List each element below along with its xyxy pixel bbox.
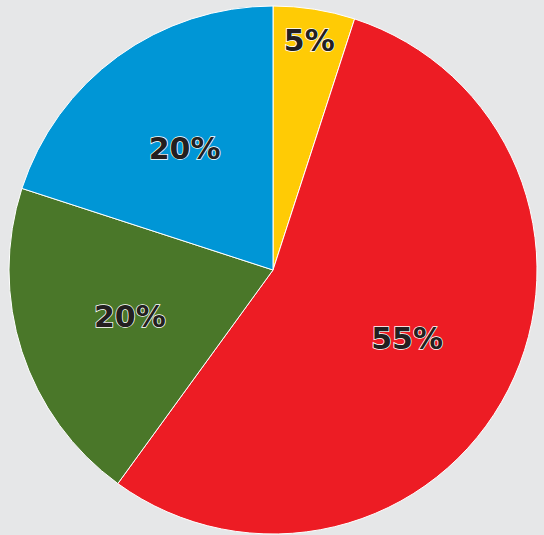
svg-text:20%: 20% [94, 299, 166, 334]
svg-text:55%: 55% [371, 321, 443, 356]
svg-text:20%: 20% [149, 131, 221, 166]
svg-text:5%: 5% [284, 23, 335, 58]
